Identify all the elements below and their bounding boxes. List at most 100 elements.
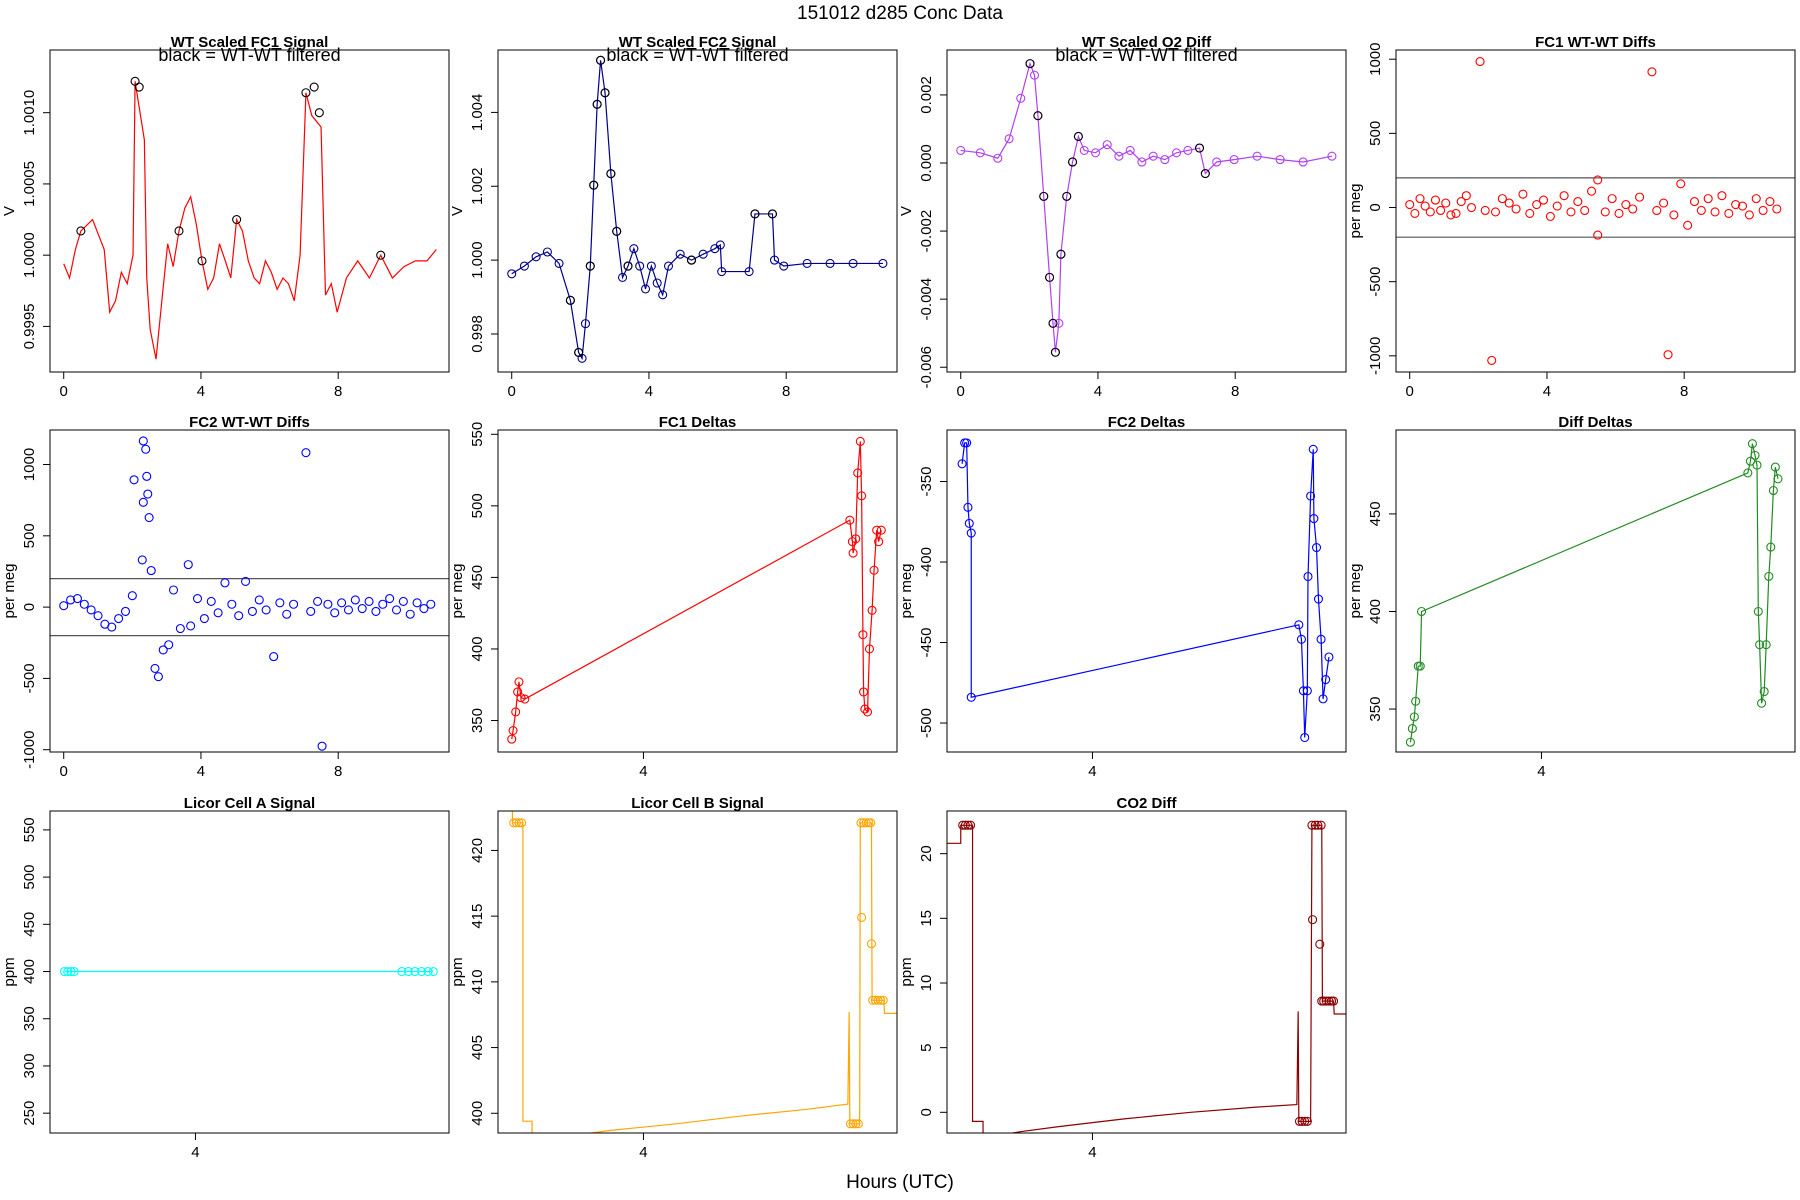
data-point	[232, 214, 242, 225]
data-point	[1580, 205, 1590, 216]
y-tick-label: -500	[918, 708, 935, 738]
data-point	[72, 594, 82, 604]
data-point	[1532, 199, 1542, 210]
data-point	[59, 601, 69, 611]
data-point	[1324, 652, 1334, 662]
data-point	[1056, 249, 1066, 259]
data-point	[966, 820, 976, 830]
data-point	[144, 513, 154, 523]
plot-area	[50, 436, 449, 751]
x-tick-label: 4	[645, 383, 653, 400]
data-point	[963, 502, 973, 512]
data-point	[69, 966, 79, 977]
data-point	[1303, 571, 1313, 582]
panel-title: WT Scaled FC2 Signal	[619, 34, 777, 51]
data-point	[1743, 468, 1753, 478]
data-point	[519, 261, 529, 271]
data-point	[1659, 198, 1669, 208]
data-point	[1068, 157, 1078, 167]
data-point	[63, 966, 73, 977]
data-point	[410, 966, 420, 977]
data-point	[864, 644, 875, 654]
data-point	[1461, 191, 1471, 201]
data-point	[1160, 155, 1170, 165]
plot-frame	[946, 810, 1347, 1134]
series-line	[511, 60, 883, 361]
data-point	[1696, 205, 1706, 216]
panel: Diff Deltas per meg 350 400 450 4	[1347, 414, 1796, 780]
data-point	[658, 290, 668, 300]
data-point	[876, 525, 886, 535]
data-point	[542, 247, 552, 257]
data-point	[1761, 640, 1771, 650]
y-tick-label: 0.998	[469, 315, 486, 353]
data-point	[589, 180, 599, 190]
plot-frame	[49, 49, 450, 373]
y-tick-label: 0.000	[918, 144, 935, 182]
y-tick-label: 350	[21, 1006, 38, 1031]
data-point	[1148, 151, 1158, 161]
x-tick-label: 4	[1094, 383, 1102, 400]
data-point	[869, 565, 879, 575]
data-point	[1294, 620, 1304, 630]
data-point	[1062, 191, 1072, 201]
panel: FC2 Deltas per meg -500 -450 -400 -350 4	[898, 414, 1347, 780]
data-point	[403, 966, 413, 977]
data-point	[1329, 996, 1339, 1006]
data-point	[1073, 131, 1083, 142]
data-point	[1587, 186, 1597, 196]
data-point	[1669, 210, 1679, 220]
data-point	[1300, 732, 1310, 743]
data-point	[1321, 996, 1331, 1006]
data-point	[585, 261, 595, 271]
data-point	[1171, 148, 1182, 158]
data-point	[993, 153, 1003, 163]
data-point	[1766, 542, 1776, 552]
data-point	[269, 652, 279, 662]
data-point	[323, 599, 333, 609]
annotation: black = WT-WT filtered	[158, 45, 340, 65]
data-point	[1125, 145, 1135, 155]
data-point	[357, 603, 367, 614]
data-point	[254, 595, 264, 605]
x-tick-label: 4	[639, 763, 647, 780]
data-point	[1137, 157, 1147, 167]
data-point	[1302, 1116, 1312, 1126]
data-point	[1039, 191, 1049, 201]
data-point	[531, 252, 541, 262]
data-point	[1430, 195, 1441, 205]
data-point	[767, 209, 778, 219]
data-point	[1441, 198, 1451, 208]
panel: Licor Cell A Signal ppm 250 300 350 400 450 500…	[1, 795, 450, 1161]
data-point	[750, 209, 760, 219]
data-point	[282, 609, 292, 619]
data-point	[186, 621, 196, 631]
data-point	[574, 347, 584, 357]
data-point	[93, 611, 103, 621]
y-tick-label: 15	[918, 910, 935, 927]
y-tick-label: 10	[918, 975, 935, 992]
data-point	[423, 966, 433, 977]
data-point	[744, 267, 754, 277]
series-line	[947, 824, 1346, 1133]
data-point	[1621, 199, 1631, 210]
data-point	[1757, 698, 1767, 708]
y-tick-label: 400	[469, 1101, 486, 1126]
x-tick-label: 8	[334, 383, 342, 400]
figure-title: 151012 d285 Conc Data	[797, 3, 1003, 24]
data-point	[1114, 151, 1124, 161]
data-point	[66, 595, 76, 605]
data-point	[1079, 145, 1089, 155]
panel-title: WT Scaled FC1 Signal	[171, 34, 329, 51]
data-point	[1480, 205, 1490, 216]
data-point	[606, 169, 616, 179]
data-point	[1593, 175, 1603, 185]
data-point	[1307, 820, 1317, 830]
data-point	[874, 537, 884, 547]
data-point	[143, 489, 153, 499]
data-point	[1593, 230, 1603, 240]
panel-title: FC1 WT-WT Diffs	[1535, 34, 1656, 51]
data-point	[1497, 194, 1507, 204]
